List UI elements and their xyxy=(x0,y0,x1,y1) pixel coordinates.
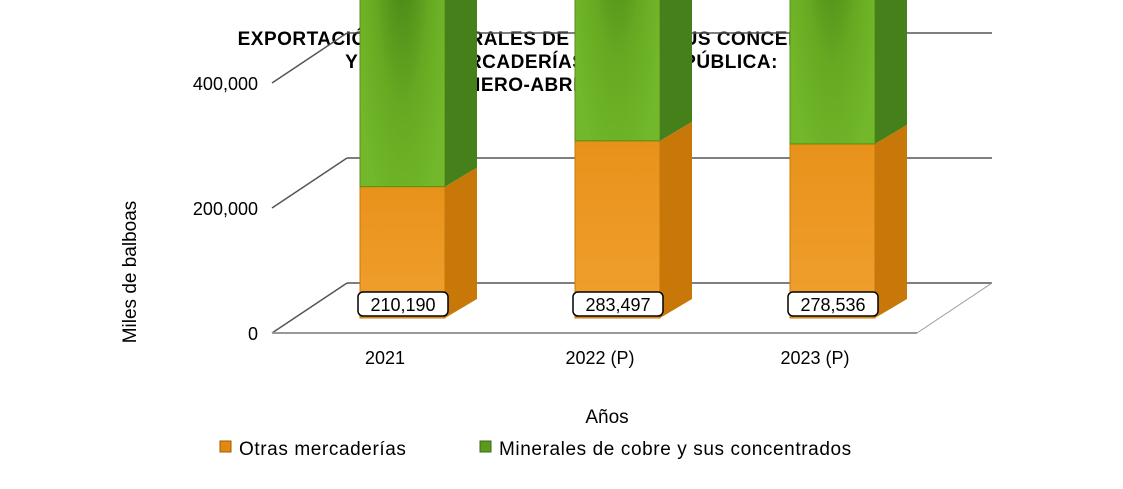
legend-label: Otras mercaderías xyxy=(239,439,407,460)
data-label: 278,536 xyxy=(800,295,865,315)
y-tick-label: 400,000 xyxy=(193,74,258,94)
bar-group: 210,190856,796 xyxy=(357,0,477,319)
legend-swatch xyxy=(479,440,492,453)
data-label-box xyxy=(572,291,664,317)
y-axis-label: Miles de balboas xyxy=(120,201,141,344)
bar-side xyxy=(875,124,907,318)
bar-group: 278,536827,960 xyxy=(787,0,907,319)
x-axis-label: Años xyxy=(585,407,628,428)
bar-group: 283,497878,898 xyxy=(572,0,692,319)
floor-right xyxy=(916,282,993,334)
gridline-diagonal xyxy=(271,32,348,84)
bar-front-minerales xyxy=(359,0,446,188)
bar-front-minerales xyxy=(574,0,661,142)
x-tick-label: 2022 (P) xyxy=(565,348,634,368)
data-label-box xyxy=(357,291,449,317)
y-tick-label: 0 xyxy=(248,324,258,344)
floor-edge xyxy=(271,282,348,334)
y-tick-label: 200,000 xyxy=(193,199,258,219)
data-label: 210,190 xyxy=(370,295,435,315)
x-tick-label: 2021 xyxy=(365,348,405,368)
bar-side xyxy=(875,0,907,144)
bar-side xyxy=(445,167,477,318)
bar-side xyxy=(660,0,692,141)
legend-label: Minerales de cobre y sus concentrados xyxy=(499,439,852,460)
data-label-box xyxy=(787,291,879,317)
bar-side xyxy=(660,121,692,318)
gridline-diagonal xyxy=(271,157,348,209)
bar-front-minerales xyxy=(789,0,876,145)
legend-swatch xyxy=(219,440,232,453)
bar-front-otras xyxy=(574,140,661,319)
bar-front-otras xyxy=(789,143,876,319)
x-tick-label: 2023 (P) xyxy=(780,348,849,368)
data-label: 283,497 xyxy=(585,295,650,315)
bar-side xyxy=(445,0,477,187)
